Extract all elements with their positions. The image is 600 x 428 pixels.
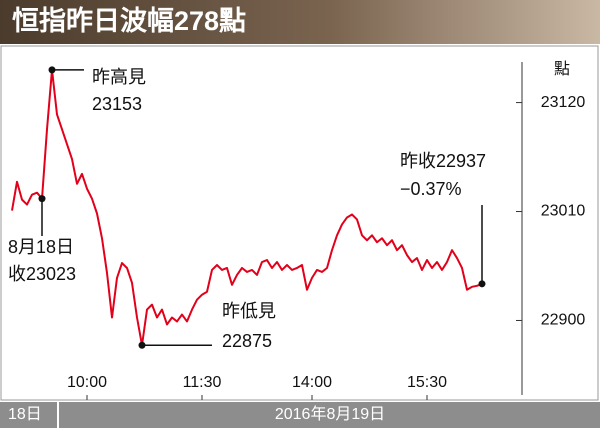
annotation: 22875 [222, 331, 272, 351]
y-tick-label: 23010 [541, 203, 586, 220]
title-bar [0, 0, 600, 44]
x-tick-label: 10:00 [67, 374, 107, 391]
footer-bar [0, 402, 600, 428]
y-tick-label: 22900 [541, 312, 586, 329]
annotation: 昨低見 [222, 301, 276, 321]
annotation: 昨收22937 [400, 151, 486, 171]
footer-left: 18日 [8, 406, 42, 423]
plot-frame [0, 45, 599, 401]
y-tick-label: 23120 [541, 94, 586, 111]
x-tick-label: 14:00 [292, 374, 332, 391]
marker-dot [138, 341, 146, 349]
annotation: 收23023 [8, 264, 76, 284]
marker-dot [478, 280, 486, 288]
annotation: −0.37% [400, 179, 462, 199]
price-line [11, 68, 483, 347]
footer-right: 2016年8月19日 [275, 405, 385, 423]
annotation: 23153 [92, 94, 142, 114]
x-tick-label: 15:30 [407, 374, 447, 391]
annotation: 昨高見 [92, 67, 146, 87]
annotation: 8月18日 [8, 237, 74, 257]
marker-dot [48, 66, 56, 74]
y-axis-label: 點 [554, 60, 570, 78]
marker-dot [38, 195, 46, 203]
x-tick-label: 11:30 [183, 374, 222, 391]
chart-title: 恒指昨日波幅278點 [12, 6, 246, 36]
